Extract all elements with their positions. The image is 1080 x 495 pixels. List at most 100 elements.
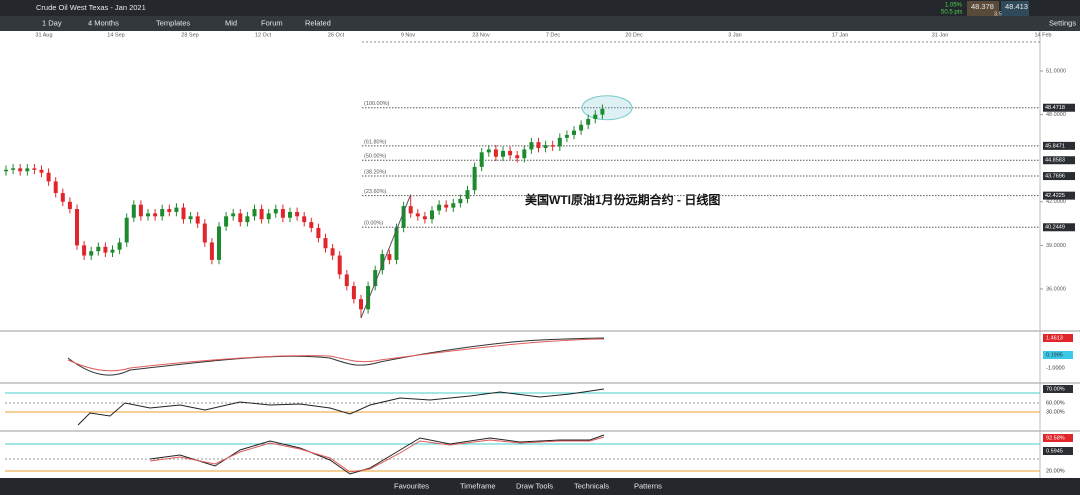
candle-body xyxy=(366,286,371,310)
candle-body xyxy=(401,206,406,228)
candle-body xyxy=(245,216,250,223)
patterns-button[interactable]: Patterns xyxy=(634,481,662,490)
pane-value-box xyxy=(1043,434,1073,442)
instrument-tab[interactable]: Crude Oil West Texas - Jan 2021 xyxy=(36,3,146,12)
fib-value: 45.8471 xyxy=(1045,143,1065,149)
fib-value-box xyxy=(1043,191,1075,200)
price-tick-label: 39.0000 xyxy=(1046,243,1066,249)
related-button[interactable]: Related xyxy=(305,18,331,27)
candle-body xyxy=(493,149,498,157)
stoch-k xyxy=(149,434,605,475)
draw-tools-button[interactable]: Draw Tools xyxy=(516,481,553,490)
candle-body xyxy=(394,227,399,260)
candle-body xyxy=(174,207,179,212)
candle-body xyxy=(25,168,30,172)
candle-body xyxy=(515,155,520,159)
candle-body xyxy=(146,213,150,217)
interval-button[interactable]: 1 Day xyxy=(42,18,62,27)
pane-value-box xyxy=(1043,351,1073,359)
templates-button[interactable]: Templates xyxy=(156,18,190,27)
candle-body xyxy=(380,254,385,271)
buy-box[interactable] xyxy=(1001,1,1029,16)
candle-body xyxy=(564,134,569,138)
candle-body xyxy=(4,169,8,172)
candle-body xyxy=(11,168,16,170)
date-label: 20 Dec xyxy=(625,32,643,38)
date-label: 28 Sep xyxy=(181,32,198,38)
fib-value-box xyxy=(1043,103,1075,112)
pane-label: 70.00% xyxy=(1046,386,1065,392)
macd-signal xyxy=(67,338,605,372)
candle-body xyxy=(288,211,292,218)
technicals-button[interactable]: Technicals xyxy=(574,481,609,490)
pane-label: 0.1995 xyxy=(1046,352,1063,358)
date-label: 26 Oct xyxy=(328,32,345,38)
fib-pct: (50.00%) xyxy=(364,154,386,160)
candle-body xyxy=(472,166,477,191)
fib-pct: (23.60%) xyxy=(364,189,386,195)
candle-body xyxy=(458,198,463,204)
candle-body xyxy=(430,210,434,220)
fib-pct: (100.00%) xyxy=(364,101,390,107)
candle-body xyxy=(209,242,214,260)
date-label: 7 Dec xyxy=(546,32,561,38)
settings-button[interactable]: Settings xyxy=(1049,18,1076,27)
candle-body xyxy=(18,168,23,172)
favourites-button[interactable]: Favourites xyxy=(394,481,429,490)
candle-body xyxy=(238,213,243,223)
candle-body xyxy=(302,216,307,223)
forum-button[interactable]: Forum xyxy=(261,18,283,27)
candle-body xyxy=(195,216,200,224)
candle-body xyxy=(295,211,300,217)
fib-value-box xyxy=(1043,172,1075,181)
candle-body xyxy=(224,216,229,227)
candle-body xyxy=(479,152,484,167)
date-label: 31 Jan xyxy=(932,32,949,38)
candle-body xyxy=(415,213,420,217)
top-bar xyxy=(0,0,1080,16)
candle-body xyxy=(53,181,58,194)
pane-value-box xyxy=(1043,447,1073,455)
highlight-circle xyxy=(581,95,633,121)
date-label: 14 Feb xyxy=(1034,32,1051,38)
candle-body xyxy=(508,150,513,156)
sell-box[interactable] xyxy=(967,1,999,16)
candle-body xyxy=(422,216,427,220)
candle-body xyxy=(103,246,108,253)
candle-body xyxy=(96,246,101,252)
change-pts: 50.5 pts xyxy=(941,10,962,16)
candle-body xyxy=(309,222,314,228)
candle-body xyxy=(344,274,349,287)
price-tick-label: 51.0000 xyxy=(1046,68,1066,74)
candle-body xyxy=(522,149,527,159)
pane-label: 20.00% xyxy=(1046,468,1065,474)
candle-body xyxy=(266,213,271,220)
pane-value-box xyxy=(1043,334,1073,342)
candle-body xyxy=(465,190,470,199)
candle-body xyxy=(330,248,335,256)
macd-line xyxy=(67,337,605,376)
fib-pct: (0.00%) xyxy=(364,221,383,227)
sell-price: 48.378 xyxy=(971,2,994,11)
spread: 3.5 xyxy=(994,11,1002,17)
candle-body xyxy=(75,209,79,246)
candle-body xyxy=(138,204,143,217)
candle-body xyxy=(231,213,236,217)
fib-pct: (61.80%) xyxy=(364,139,386,145)
fib-value-box xyxy=(1043,156,1075,165)
stoch-d xyxy=(149,436,605,473)
price-tick-label: 48.0000 xyxy=(1046,112,1066,118)
pane-label: 30.00% xyxy=(1046,409,1065,415)
candle-body xyxy=(593,114,598,119)
candle-body xyxy=(32,168,37,170)
candle-body xyxy=(408,206,413,214)
pane-label: 1.4613 xyxy=(1046,335,1063,341)
timeframe-button[interactable]: Timeframe xyxy=(460,481,496,490)
candle-body xyxy=(252,209,257,217)
candle-body xyxy=(451,203,456,208)
candle-body xyxy=(359,299,363,310)
range-button[interactable]: 4 Months xyxy=(88,18,119,27)
fib-value: 43.7696 xyxy=(1045,174,1065,180)
mid-button[interactable]: Mid xyxy=(225,18,237,27)
candle-body xyxy=(280,209,285,218)
